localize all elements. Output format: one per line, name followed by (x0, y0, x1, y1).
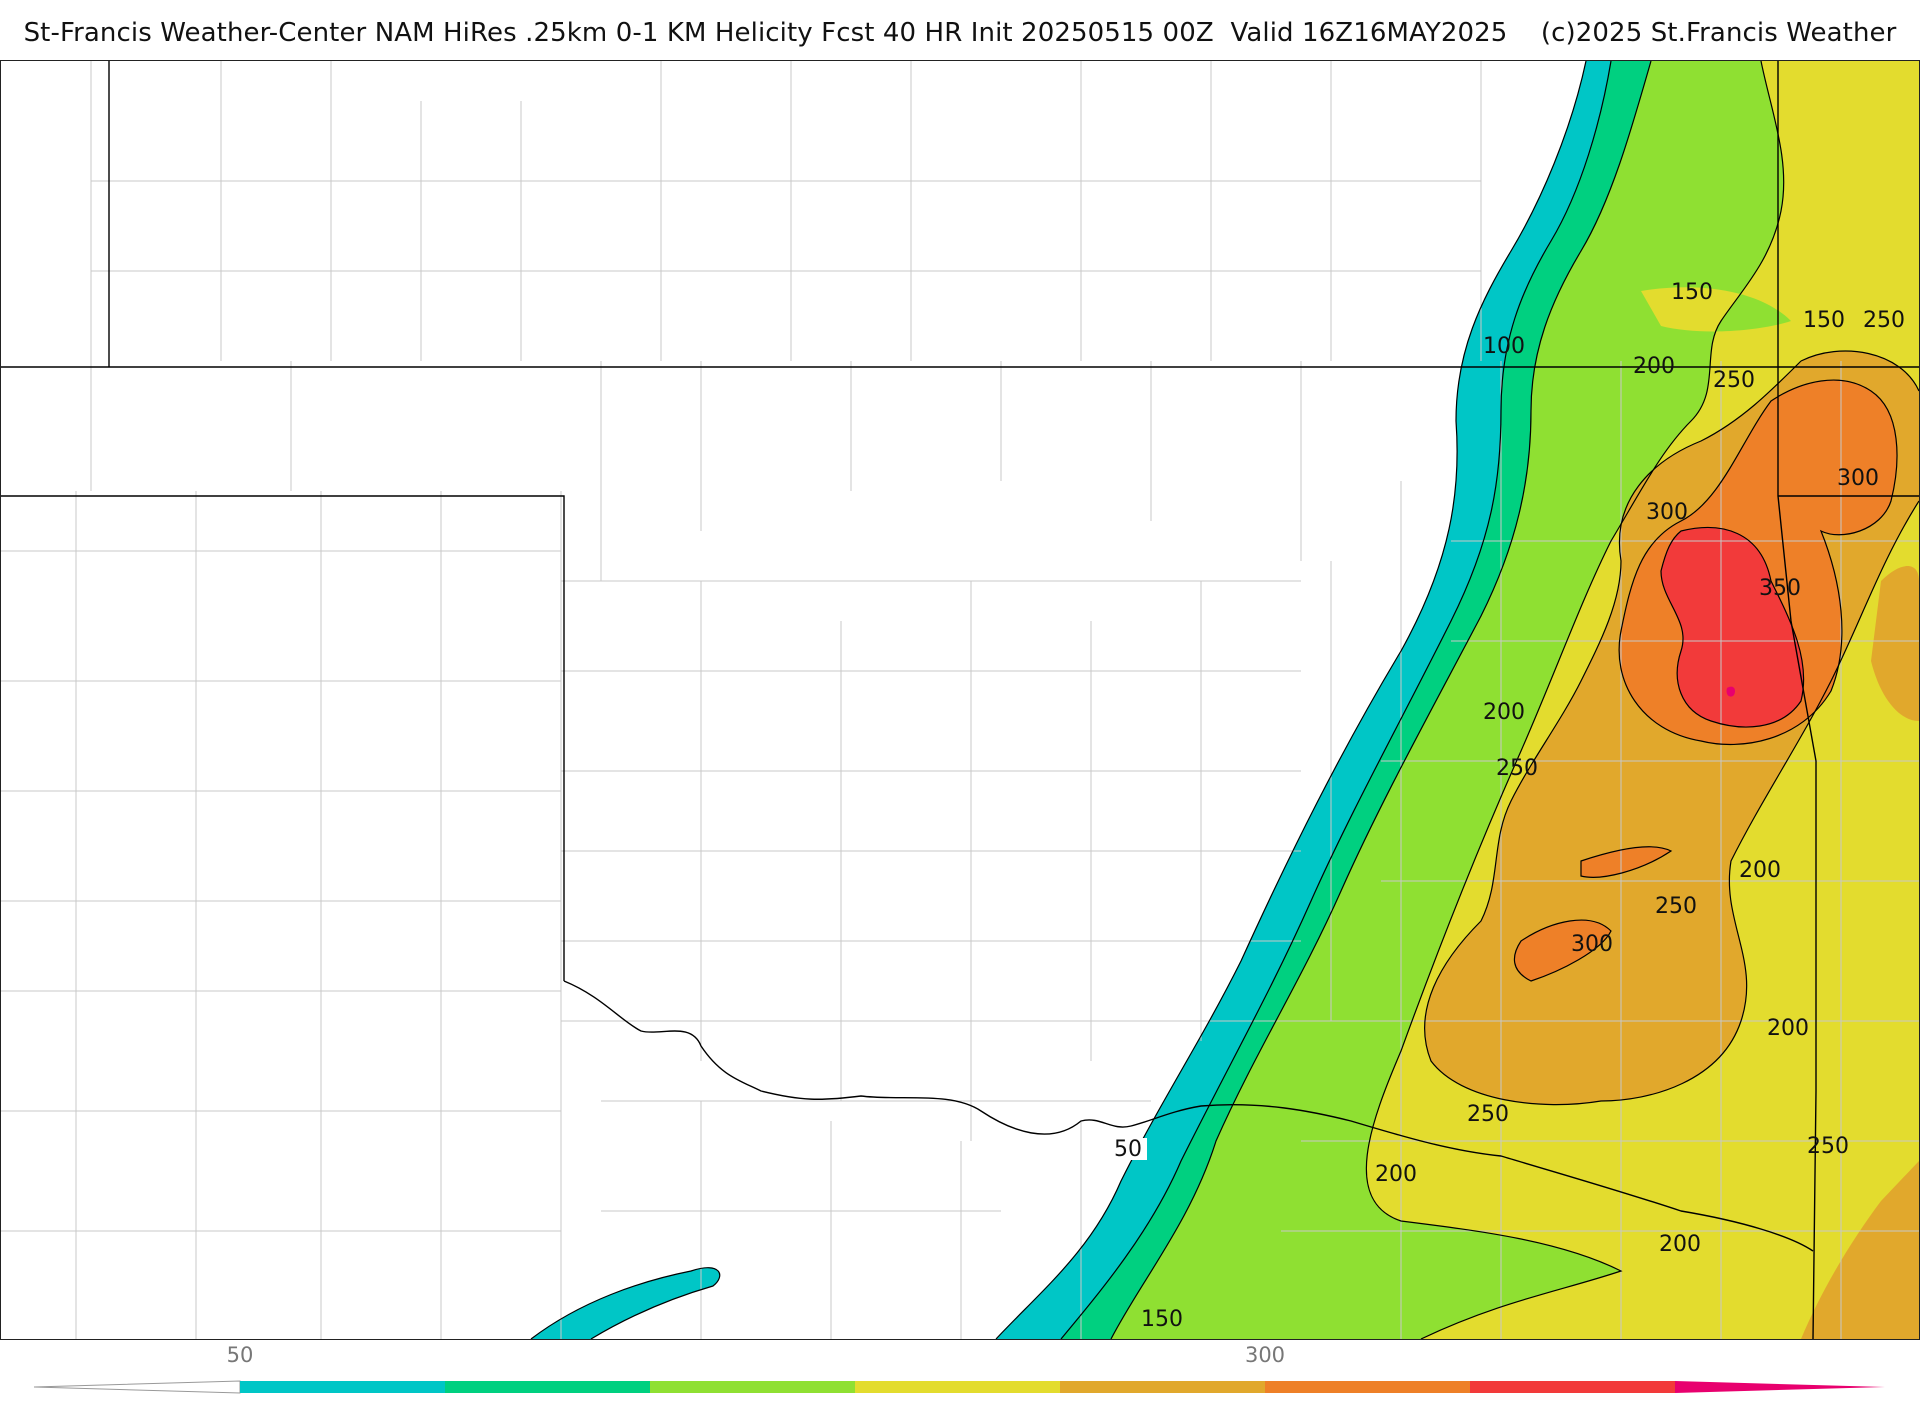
contour-label-200: 200 (1483, 700, 1525, 725)
scale-segment-200-250 (855, 1381, 1060, 1393)
scale-segment-250-300 (1060, 1381, 1265, 1393)
contour-label-150: 150 (1803, 308, 1845, 333)
scale-segment-100-150 (445, 1381, 650, 1393)
scale-segment-below-50 (34, 1381, 240, 1393)
contour-label-150: 150 (1141, 1307, 1183, 1332)
contour-label-250: 250 (1467, 1102, 1509, 1127)
helicity-map: 50 100 150 150 150 200 200 200 200 200 2… (0, 60, 1920, 1340)
scale-segment-above-400 (1675, 1381, 1885, 1393)
contour-label-100: 100 (1483, 334, 1525, 359)
contour-label-250: 250 (1713, 368, 1755, 393)
contour-label-250: 250 (1807, 1134, 1849, 1159)
contour-label-250: 250 (1496, 756, 1538, 781)
map-title: St-Francis Weather-Center NAM HiRes .25k… (0, 0, 1920, 60)
scale-segment-50-100 (240, 1381, 445, 1393)
scale-tick-50: 50 (227, 1343, 254, 1367)
contour-label-250: 250 (1863, 308, 1905, 333)
scale-segment-350-400 (1470, 1381, 1675, 1393)
band-400-plus (1727, 687, 1735, 697)
contour-label-350: 350 (1759, 576, 1801, 601)
contour-label-250: 250 (1655, 894, 1697, 919)
scale-segment-150-200 (650, 1381, 855, 1393)
color-scale-bar (0, 1340, 1920, 1400)
scale-segment-300-350 (1265, 1381, 1470, 1393)
helicity-bands (531, 61, 1919, 1339)
contour-label-50: 50 (1114, 1137, 1142, 1162)
contour-label-200: 200 (1659, 1232, 1701, 1257)
contour-label-200: 200 (1375, 1162, 1417, 1187)
scale-tick-300: 300 (1245, 1343, 1285, 1367)
contour-label-300: 300 (1646, 500, 1688, 525)
contour-label-200: 200 (1633, 354, 1675, 379)
contour-label-200: 200 (1739, 858, 1781, 883)
contour-label-150: 150 (1671, 280, 1713, 305)
contour-label-200: 200 (1767, 1016, 1809, 1041)
contour-label-300: 300 (1837, 466, 1879, 491)
contour-label-300: 300 (1571, 932, 1613, 957)
